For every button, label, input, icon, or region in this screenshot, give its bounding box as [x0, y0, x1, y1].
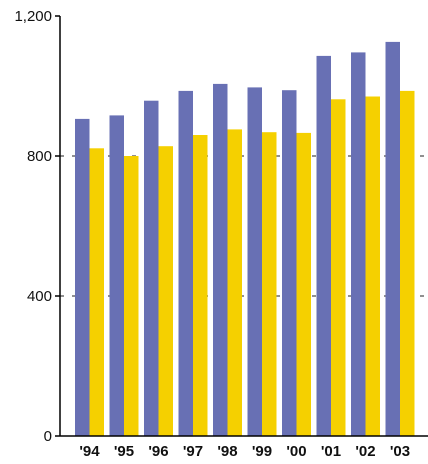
y-tick-label: 1,200 — [14, 8, 52, 25]
bar-series-2 — [331, 99, 346, 437]
x-tick-label: '97 — [183, 443, 203, 460]
x-tick-label: '99 — [252, 443, 272, 460]
bar-series-1 — [144, 100, 159, 436]
bar-series-2 — [365, 96, 380, 436]
x-tick-label: '02 — [355, 443, 375, 460]
x-tick-label: '94 — [79, 443, 100, 460]
bar-series-2 — [400, 90, 415, 437]
y-axis-ticks: 0 400 800 1,200 — [14, 8, 60, 445]
bar-series-1 — [351, 52, 366, 437]
bar-series-2 — [193, 135, 208, 436]
x-axis-labels: '94 '95 '96 '97 '98 '99 '00 '01 '02 '03 — [79, 443, 410, 460]
x-tick-label: '01 — [321, 443, 341, 460]
bar-series-2 — [124, 156, 139, 436]
bar-series-1 — [316, 55, 331, 437]
bar-series-1 — [109, 115, 124, 437]
bar-series-1 — [247, 87, 262, 437]
y-tick-label: 400 — [27, 288, 52, 305]
bar-series-1 — [282, 90, 297, 436]
y-tick-label: 800 — [27, 148, 52, 165]
bar-series-1 — [75, 118, 90, 437]
bar-series-2 — [262, 132, 277, 436]
bar-series-1 — [178, 90, 193, 437]
x-tick-label: '95 — [114, 443, 134, 460]
y-tick-label: 0 — [44, 428, 52, 445]
bar-series-2 — [227, 129, 242, 436]
bar-series-2 — [296, 132, 311, 436]
x-tick-label: '00 — [286, 443, 306, 460]
bar-series-1 — [385, 41, 400, 437]
bar-series-2 — [89, 148, 104, 437]
bars — [75, 41, 415, 437]
x-tick-label: '98 — [217, 443, 237, 460]
bar-series-1 — [213, 83, 228, 437]
x-tick-label: '96 — [148, 443, 168, 460]
x-tick-label: '03 — [390, 443, 410, 460]
bar-series-2 — [158, 146, 173, 436]
